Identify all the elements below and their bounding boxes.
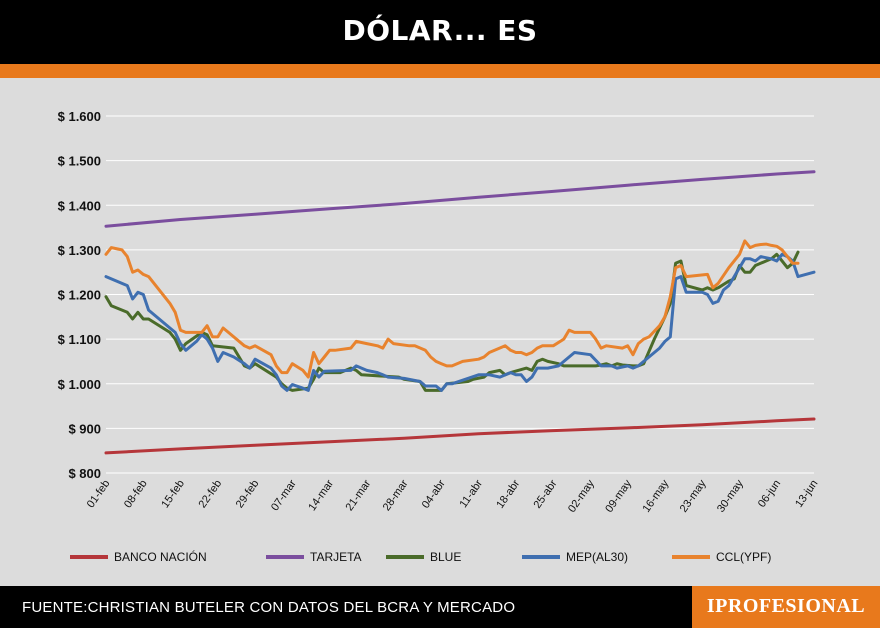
x-axis-ticks: 01-feb 08-feb 15-feb 22-feb 29-feb 07-mar 14-m… [85,477,821,514]
x-tick-label: 04-abr [420,478,448,511]
y-tick-label: $ 1.500 [58,154,101,169]
x-tick-label: 02-may [566,477,597,514]
legend-label: TARJETA [310,550,362,564]
series-lines [104,170,816,455]
series-line [104,252,816,392]
footer-bar: FUENTE:CHRISTIAN BUTELER CON DATOS DEL B… [0,586,880,628]
x-tick-label: 25-abr [532,478,560,511]
x-tick-label: 18-abr [494,478,522,511]
y-tick-label: $ 900 [68,421,101,436]
x-tick-label: 22-feb [197,478,225,510]
x-tick-label: 07-mar [269,478,299,514]
legend-label: MEP(AL30) [566,550,628,564]
page-title: DÓLAR... ES [342,14,538,47]
x-tick-label: 30-may [715,477,746,514]
y-tick-label: $ 800 [68,466,101,481]
series-line [104,417,816,455]
legend-label: BLUE [430,550,461,564]
series-line [104,250,800,392]
brand-logo-text: IPROFESIONAL [706,595,866,617]
legend-label: CCL(YPF) [716,550,771,564]
y-tick-label: $ 1.300 [58,243,101,258]
y-tick-label: $ 1.000 [58,377,101,392]
y-tick-label: $ 1.400 [58,198,101,213]
brand-logo: IPROFESIONAL [692,586,880,628]
x-tick-label: 15-feb [159,478,187,510]
x-tick-label: 23-may [678,477,709,514]
line-chart: $ 800 $ 900 $ 1.000 $ 1.100 $ 1.200 $ 1.300 $ … [58,109,821,564]
x-tick-label: 08-feb [122,478,150,510]
grid-lines [106,115,814,474]
x-tick-label: 21-mar [343,478,373,514]
accent-stripe [0,64,880,78]
chart-legend: BANCO NACIÓN TARJETA BLUE MEP(AL30) CCL(YPF) [70,549,771,564]
series-line [104,239,800,379]
y-axis-ticks: $ 800 $ 900 $ 1.000 $ 1.100 $ 1.200 $ 1.300 $ … [58,109,101,481]
legend-label: BANCO NACIÓN [114,549,207,564]
y-tick-label: $ 1.200 [58,288,101,303]
series-line [104,170,816,228]
x-tick-label: 13-jun [793,478,820,510]
x-tick-label: 09-may [603,477,634,514]
x-tick-label: 06-jun [756,478,783,510]
y-tick-label: $ 1.600 [58,109,101,124]
header-bar: DÓLAR... ES [0,0,880,64]
x-tick-label: 14-mar [306,478,336,514]
x-tick-label: 11-abr [457,478,485,511]
x-tick-label: 01-feb [85,478,113,510]
chart-panel: $ 800 $ 900 $ 1.000 $ 1.100 $ 1.200 $ 1.300 $ … [0,78,880,586]
source-note: FUENTE:CHRISTIAN BUTELER CON DATOS DEL B… [22,599,516,616]
y-tick-label: $ 1.100 [58,332,101,347]
x-tick-label: 16-may [641,477,672,514]
x-tick-label: 28-mar [381,478,411,514]
x-tick-label: 29-feb [234,478,262,510]
